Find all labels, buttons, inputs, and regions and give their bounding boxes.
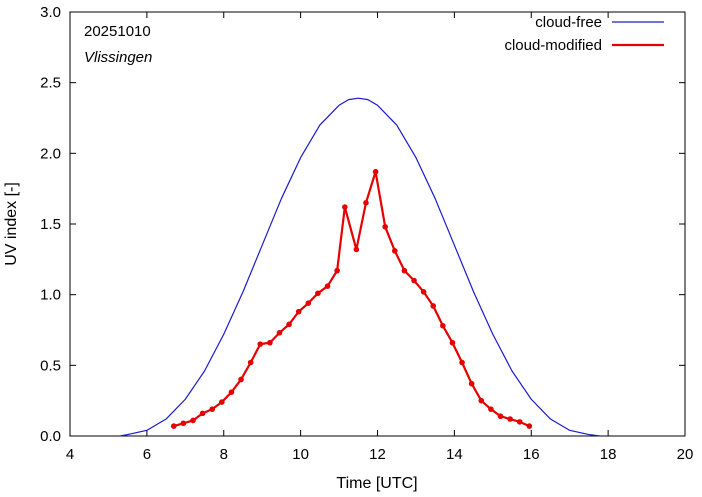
data-point-cloud-modified: [295, 308, 302, 315]
x-axis-label: Time [UTC]: [336, 475, 417, 492]
data-point-cloud-modified: [420, 289, 427, 295]
data-point-cloud-modified: [324, 283, 331, 289]
data-point-cloud-modified: [488, 406, 494, 412]
data-point-cloud-modified: [516, 419, 523, 425]
series-line-cloud-modified: [173, 170, 530, 428]
axis-tick-labels: 4 6 8 10 12 14 16 18 20 0.0 0.5 1.0 1.5 2.0 2.5 3.0: [40, 4, 693, 463]
data-point-cloud-modified: [219, 399, 225, 405]
data-point-cloud-modified: [342, 204, 348, 210]
data-point-cloud-modified: [247, 359, 254, 366]
y-tick-label: 2.5: [40, 75, 61, 92]
series-line-cloud-free: [119, 97, 601, 437]
location-annotation: Vlissingen: [84, 49, 152, 66]
data-point-cloud-modified: [353, 246, 360, 253]
data-point-cloud-modified: [228, 389, 235, 395]
x-tick-label: 20: [677, 446, 694, 463]
y-tick-label: 0.0: [40, 428, 61, 445]
y-tick-label: 1.0: [40, 287, 61, 304]
x-tick-label: 6: [143, 446, 151, 463]
data-point-cloud-modified: [209, 406, 216, 412]
legend-label-cloud-free: cloud-free: [535, 14, 602, 31]
data-point-cloud-modified: [305, 300, 312, 306]
data-point-cloud-modified: [363, 200, 369, 206]
axis-ticks: [69, 11, 686, 437]
data-point-cloud-modified: [440, 322, 446, 329]
y-axis-label: UV index [-]: [3, 182, 20, 266]
data-point-cloud-modified: [315, 290, 321, 297]
data-point-cloud-modified: [267, 339, 273, 346]
x-tick-label: 10: [292, 446, 309, 463]
data-point-cloud-modified: [401, 267, 408, 274]
data-point-cloud-modified: [468, 380, 475, 387]
data-point-cloud-modified: [276, 330, 283, 336]
data-point-cloud-modified: [372, 168, 379, 175]
data-point-cloud-modified: [497, 413, 504, 420]
data-point-cloud-modified: [449, 339, 456, 346]
data-point-cloud-modified: [459, 359, 465, 366]
x-tick-label: 12: [369, 446, 386, 463]
x-tick-label: 14: [446, 446, 463, 463]
data-point-cloud-modified: [170, 423, 177, 429]
y-tick-label: 2.0: [40, 145, 61, 162]
y-tick-label: 1.5: [40, 216, 61, 233]
y-tick-label: 3.0: [40, 4, 61, 21]
series-group: [119, 97, 601, 437]
data-point-cloud-modified: [507, 416, 513, 422]
data-point-cloud-modified: [334, 267, 340, 274]
data-point-cloud-modified: [190, 417, 196, 424]
x-tick-label: 8: [220, 446, 228, 463]
data-point-cloud-modified: [478, 397, 485, 404]
x-tick-label: 4: [66, 446, 74, 463]
data-point-cloud-modified: [430, 303, 437, 309]
data-point-cloud-modified: [411, 277, 417, 284]
x-tick-label: 18: [600, 446, 617, 463]
legend-label-cloud-modified: cloud-modified: [504, 37, 602, 54]
data-point-cloud-modified: [238, 376, 244, 383]
x-tick-label: 16: [523, 446, 540, 463]
plot-frame: [69, 11, 686, 437]
data-point-cloud-modified: [526, 423, 533, 429]
data-point-cloud-modified: [180, 420, 187, 427]
data-point-cloud-modified: [382, 224, 388, 230]
date-annotation: 20251010: [84, 23, 151, 40]
data-point-cloud-modified: [391, 248, 398, 254]
y-tick-label: 0.5: [40, 357, 61, 374]
data-point-cloud-modified: [286, 321, 292, 328]
legend: cloud-free cloud-modified: [504, 14, 664, 54]
data-point-cloud-modified: [257, 341, 264, 347]
data-point-cloud-modified: [199, 410, 206, 417]
